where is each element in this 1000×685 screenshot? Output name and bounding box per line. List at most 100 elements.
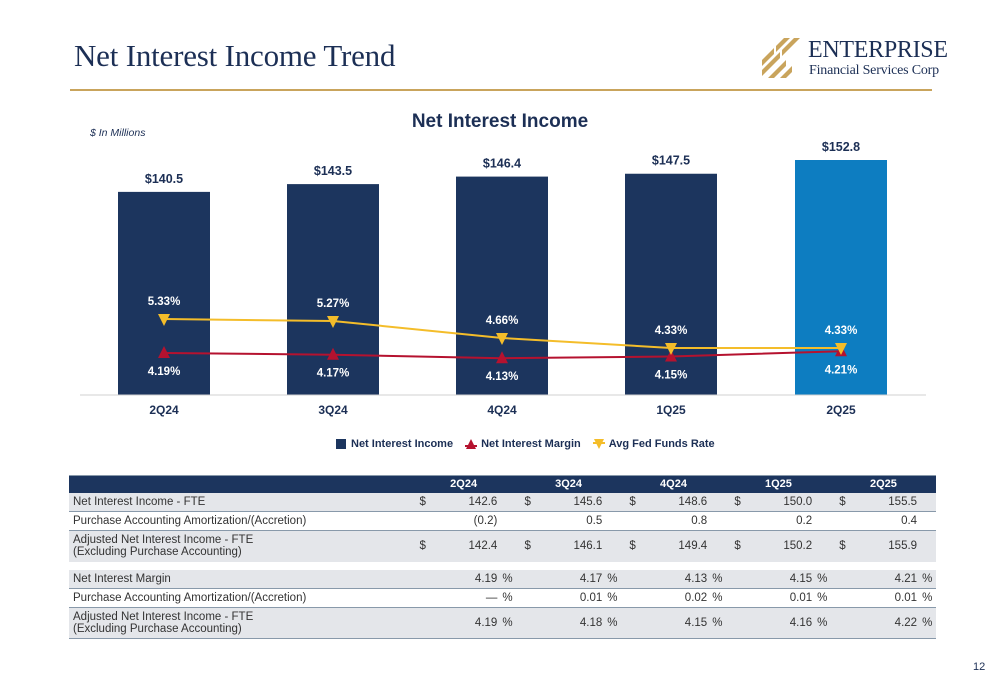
currency-cell [516,511,539,531]
value-cell: 148.6 [643,492,711,512]
percent-cell [605,530,622,562]
value-cell: 0.4 [853,511,921,531]
currency-cell [516,588,539,608]
percent-cell [710,530,726,562]
value-cell: 4.15 [748,569,816,589]
bar-value-label: $140.5 [145,172,183,186]
value-cell: 145.6 [538,492,606,512]
percent-cell [605,492,622,512]
legend-item-net-interest-income: Net Interest Income [336,438,453,450]
percent-cell: % [815,588,831,608]
percent-cell: % [920,607,936,639]
value-cell: 150.0 [748,492,816,512]
table-header-2q24: 2Q24 [411,475,517,493]
value-cell: 146.1 [538,530,606,562]
currency-cell: $ [411,530,434,562]
value-cell: 4.21 [853,569,921,589]
currency-cell: $ [725,530,749,562]
percent-cell: % [605,607,622,639]
percent-cell [500,492,517,512]
fed-funds-label: 5.27% [317,298,350,310]
legend-item-avg-fed-funds-rate: Avg Fed Funds Rate [592,438,715,450]
row-label: Purchase Accounting Amortization/(Accret… [69,511,412,531]
row-label-line: Net Interest Margin [73,572,171,585]
nim-point [158,346,170,358]
company-logo: ENTERPRISE Financial Services Corp [760,36,948,84]
nim-label: 4.19% [148,366,181,378]
nim-label: 4.13% [486,371,519,383]
percent-cell: % [710,588,726,608]
row-label-line: Adjusted Net Interest Income - FTE [73,611,254,623]
bar-1q25 [625,173,717,395]
currency-cell [411,569,434,589]
fed-funds-label: 4.33% [825,325,858,337]
value-cell: — [433,588,501,608]
currency-cell [621,569,644,589]
percent-cell: % [815,569,831,589]
currency-cell: $ [830,530,854,562]
value-cell: 0.2 [748,511,816,531]
currency-cell: $ [830,492,854,512]
currency-cell [411,607,434,639]
table-header-1q25: 1Q25 [725,475,831,493]
currency-cell [621,588,644,608]
currency-cell [516,607,539,639]
currency-cell [725,569,749,589]
percent-cell [920,511,936,531]
row-label: Net Interest Income - FTE [69,492,412,512]
row-label-line: Adjusted Net Interest Income - FTE [73,534,254,547]
legend-item-net-interest-margin: Net Interest Margin [465,438,581,450]
currency-cell [621,607,644,639]
currency-cell: $ [621,492,644,512]
percent-cell: % [605,588,622,608]
value-cell: 0.01 [853,588,921,608]
percent-cell: % [815,607,831,639]
percent-cell: % [710,569,726,589]
row-label: Adjusted Net Interest Income - FTE (Exclu… [69,607,412,639]
x-tick-label: 1Q25 [656,403,686,417]
percent-cell [500,511,517,531]
value-cell: 0.5 [538,511,606,531]
table-row: Net Interest Margin 4.19% 4.17% 4.13% 4.15% 4… [69,569,936,589]
currency-cell: $ [516,492,539,512]
value-cell: 0.8 [643,511,711,531]
fed-funds-point [327,316,339,328]
currency-cell: $ [725,492,749,512]
value-cell: 0.01 [748,588,816,608]
legend-label: Avg Fed Funds Rate [608,438,715,450]
value-cell: 155.5 [853,492,921,512]
nim-point [327,347,339,360]
bar-value-label: $152.8 [822,140,860,154]
fed-funds-point [835,343,847,355]
row-label-line: (Excluding Purchase Accounting) [73,623,242,635]
percent-cell [815,511,831,531]
legend-label: Net Interest Income [351,438,454,450]
nim-point [665,349,677,362]
fed-funds-point [665,343,677,355]
nim-point [496,351,508,364]
percent-cell [710,492,726,512]
row-label-line: Net Interest Income - FTE [73,495,206,508]
percent-cell [815,530,831,562]
x-tick-label: 2Q24 [149,403,179,417]
percent-cell [605,511,622,531]
value-cell: 4.22 [853,607,921,639]
bar-3q24 [287,184,379,395]
percent-cell [920,530,936,562]
value-cell: 4.19 [433,607,501,639]
table-row: Net Interest Income - FTE $142.6 $145.6 $14… [69,492,936,512]
financial-table: 2Q24 3Q24 4Q24 1Q25 2Q25 Net Interest In… [69,475,936,639]
table-header-3q24: 3Q24 [516,475,622,493]
percent-cell: % [920,588,936,608]
page-number: 12 [973,661,986,673]
table-row: Adjusted Net Interest Income - FTE (Exclu… [69,530,936,562]
x-tick-label: 4Q24 [487,403,517,417]
page-title: Net Interest Income Trend [74,38,396,73]
nim-label: 4.21% [825,364,858,376]
value-cell: 155.9 [853,530,921,562]
title-divider [70,89,932,91]
row-label-line: (Excluding Purchase Accounting) [73,546,242,559]
currency-cell [725,588,749,608]
legend-swatch-bar [336,439,346,449]
table-header-row: 2Q24 3Q24 4Q24 1Q25 2Q25 [69,475,936,493]
